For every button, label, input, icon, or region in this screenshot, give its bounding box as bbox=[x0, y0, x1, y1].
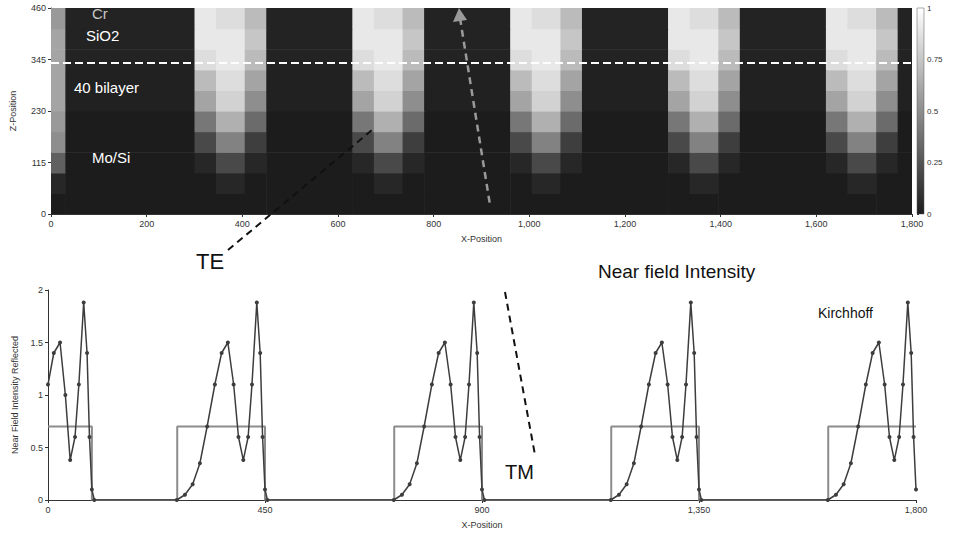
svg-text:Near field Intensity: Near field Intensity bbox=[598, 261, 756, 282]
svg-text:115: 115 bbox=[32, 158, 46, 168]
svg-text:400: 400 bbox=[235, 219, 250, 229]
svg-text:1,400: 1,400 bbox=[709, 219, 732, 229]
svg-text:1,800: 1,800 bbox=[905, 505, 928, 515]
svg-text:SiO2: SiO2 bbox=[86, 27, 119, 44]
svg-text:900: 900 bbox=[474, 505, 489, 515]
svg-text:1: 1 bbox=[927, 4, 932, 13]
svg-text:X-Position: X-Position bbox=[461, 234, 502, 244]
svg-text:0: 0 bbox=[927, 210, 932, 219]
svg-text:345: 345 bbox=[31, 55, 46, 65]
svg-text:0: 0 bbox=[48, 219, 53, 229]
svg-text:Mo/Si: Mo/Si bbox=[92, 149, 130, 166]
svg-text:1,800: 1,800 bbox=[901, 219, 924, 229]
svg-text:2: 2 bbox=[38, 285, 43, 295]
svg-text:TM: TM bbox=[505, 461, 534, 483]
svg-text:230: 230 bbox=[31, 106, 46, 116]
svg-text:1: 1 bbox=[38, 390, 43, 400]
svg-text:450: 450 bbox=[257, 505, 272, 515]
svg-text:1,000: 1,000 bbox=[518, 219, 541, 229]
svg-text:Cr: Cr bbox=[92, 5, 108, 22]
svg-text:1,350: 1,350 bbox=[688, 505, 711, 515]
svg-text:800: 800 bbox=[426, 219, 441, 229]
svg-text:X-Position: X-Position bbox=[461, 520, 502, 530]
svg-text:0.75: 0.75 bbox=[927, 55, 943, 64]
svg-text:0: 0 bbox=[45, 505, 50, 515]
svg-text:0.5: 0.5 bbox=[30, 443, 43, 453]
svg-text:0.5: 0.5 bbox=[927, 107, 939, 116]
svg-text:1,600: 1,600 bbox=[805, 219, 828, 229]
svg-text:Near Field Intensity Reflected: Near Field Intensity Reflected bbox=[10, 336, 20, 454]
svg-text:460: 460 bbox=[31, 3, 46, 13]
svg-text:0: 0 bbox=[38, 495, 43, 505]
svg-text:TE: TE bbox=[196, 249, 224, 274]
svg-text:0.25: 0.25 bbox=[927, 158, 943, 167]
svg-text:Kirchhoff: Kirchhoff bbox=[818, 305, 873, 321]
svg-text:600: 600 bbox=[330, 219, 345, 229]
svg-text:1.5: 1.5 bbox=[30, 338, 43, 348]
svg-text:200: 200 bbox=[139, 219, 154, 229]
svg-text:0: 0 bbox=[41, 209, 46, 219]
svg-text:1,200: 1,200 bbox=[614, 219, 637, 229]
svg-text:Z-Position: Z-Position bbox=[8, 91, 18, 132]
svg-text:40 bilayer: 40 bilayer bbox=[74, 79, 139, 96]
